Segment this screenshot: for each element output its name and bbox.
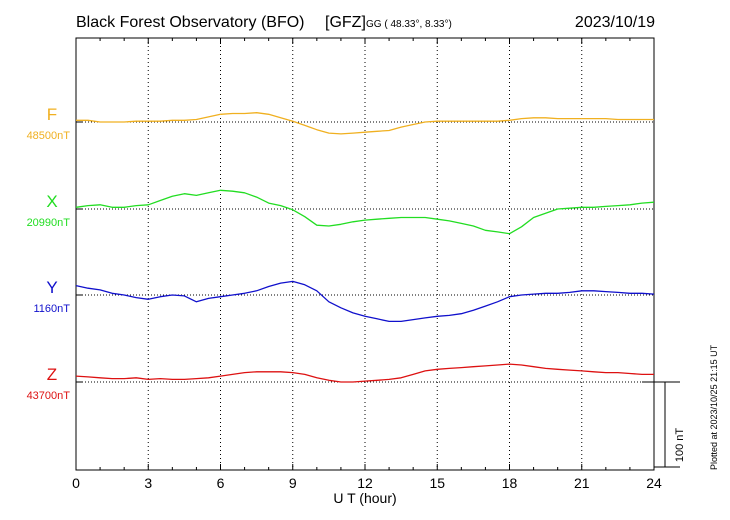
x-tick-label-24: 24	[646, 475, 662, 491]
traces	[75, 112, 655, 383]
x-tick-label-21: 21	[574, 475, 590, 491]
series-label-f: F	[47, 105, 57, 124]
baseline-value-f: 48500nT	[27, 130, 71, 142]
baseline-value-y: 1160nT	[34, 303, 71, 315]
x-tick-label-9: 9	[289, 475, 297, 491]
date-label: 2023/10/19	[575, 14, 655, 31]
baseline-value-x: 20990nT	[27, 217, 71, 229]
scale-bar-label: 100 nT	[674, 428, 686, 463]
baseline-value-z: 43700nT	[27, 390, 71, 402]
x-axis-label: U T (hour)	[333, 490, 396, 506]
series-label-x: X	[46, 192, 57, 211]
x-axis-ticks: 0 3 6 9 12 15 18 21 24	[72, 38, 662, 491]
trace-y	[75, 280, 655, 323]
x-tick-label-0: 0	[72, 475, 80, 491]
gfz-label: [GFZ]	[325, 14, 366, 31]
series-labels: F 48500nT X 20990nT Y 1160nT Z 43700nT	[27, 105, 71, 402]
x-tick-label-15: 15	[429, 475, 445, 491]
series-label-y: Y	[46, 278, 57, 297]
plotted-timestamp: Plotted at 2023/10/25 21:15 UT	[709, 344, 719, 470]
x-tick-label-12: 12	[357, 475, 373, 491]
scale-bar: 100 nT	[642, 381, 686, 468]
grid	[147, 38, 583, 470]
x-tick-label-3: 3	[144, 475, 152, 491]
chart-title: Black Forest Observatory (BFO)	[76, 14, 305, 31]
series-label-z: Z	[47, 365, 57, 384]
x-tick-label-18: 18	[502, 475, 518, 491]
coordinates-label: GG ( 48.33°, 8.33°)	[366, 19, 452, 30]
x-tick-label-6: 6	[217, 475, 225, 491]
trace-x	[75, 189, 655, 235]
trace-f	[76, 112, 654, 135]
trace-z	[75, 363, 654, 383]
